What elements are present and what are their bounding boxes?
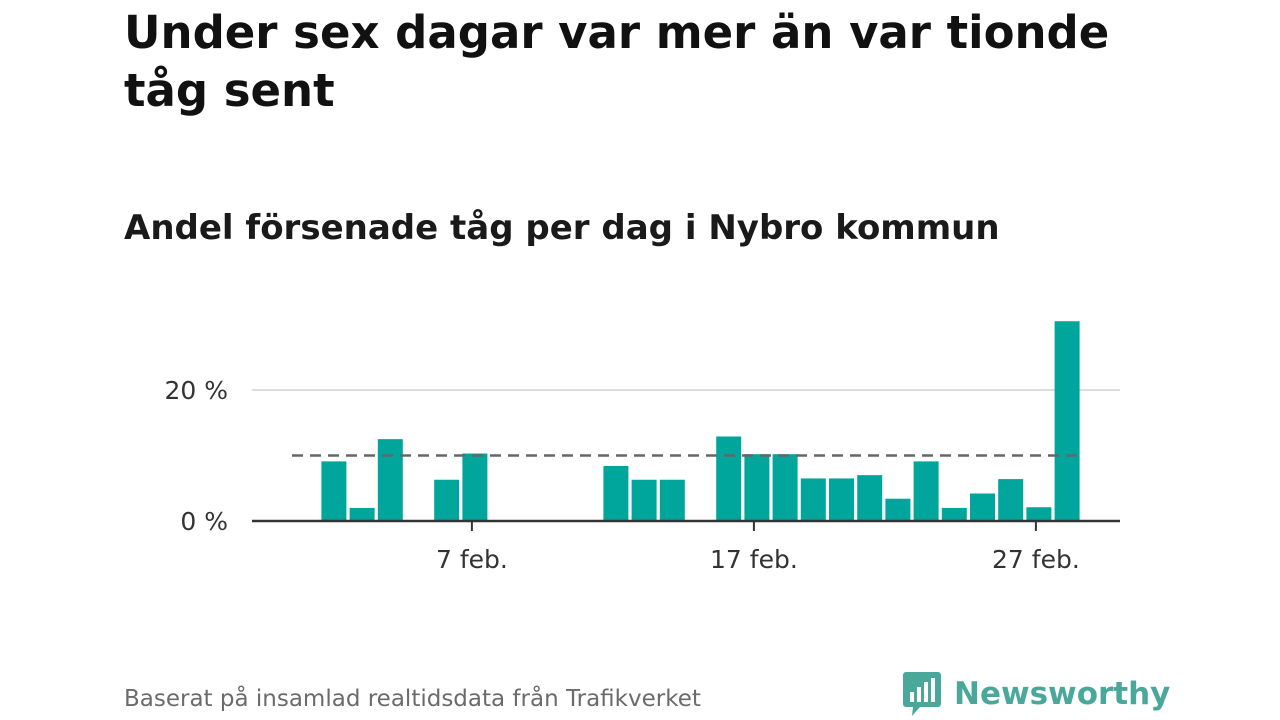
bar-feb-3 bbox=[349, 507, 375, 521]
x-tick-label: 17 feb. bbox=[710, 545, 798, 574]
bar-feb-21 bbox=[857, 475, 883, 521]
bar-feb-28 bbox=[1054, 321, 1080, 521]
bar-feb-22 bbox=[885, 498, 911, 521]
newsworthy-logo: Newsworthy bbox=[902, 670, 1170, 718]
bar-feb-2 bbox=[321, 461, 347, 521]
bar-feb-4 bbox=[377, 439, 403, 521]
source-note: Baserat på insamlad realtidsdata från Tr… bbox=[124, 686, 701, 712]
y-tick-label: 0 % bbox=[180, 507, 228, 536]
bar-feb-14 bbox=[659, 479, 685, 521]
bar-feb-20 bbox=[829, 478, 854, 521]
bar-feb-7 bbox=[462, 453, 488, 521]
bar-feb-23 bbox=[913, 461, 939, 521]
y-tick-label: 20 % bbox=[164, 376, 228, 405]
bars bbox=[321, 321, 1080, 521]
bar-feb-17 bbox=[744, 454, 770, 521]
brand-name: Newsworthy bbox=[954, 676, 1171, 712]
bar-feb-13 bbox=[631, 479, 657, 521]
bar-feb-6 bbox=[434, 479, 460, 521]
bar-feb-19 bbox=[800, 478, 826, 521]
bar-feb-27 bbox=[1026, 507, 1052, 521]
chart-subtitle: Andel försenade tåg per dag i Nybro komm… bbox=[124, 208, 1000, 248]
bar-chart-speech-bubble-icon bbox=[903, 672, 941, 716]
bar-feb-24 bbox=[941, 507, 967, 521]
bar-feb-16 bbox=[716, 436, 742, 521]
bar-feb-12 bbox=[603, 465, 629, 521]
bar-feb-25 bbox=[970, 493, 995, 521]
bar-feb-26 bbox=[998, 479, 1024, 521]
axes: 0 % 20 % 7 feb. 17 feb. 27 feb. bbox=[164, 376, 1120, 574]
x-tick-label: 7 feb. bbox=[436, 545, 508, 574]
x-tick-label: 27 feb. bbox=[992, 545, 1080, 574]
chart-title: Under sex dagar var mer än var tionde tå… bbox=[124, 6, 1110, 117]
bar-feb-18 bbox=[772, 454, 798, 521]
